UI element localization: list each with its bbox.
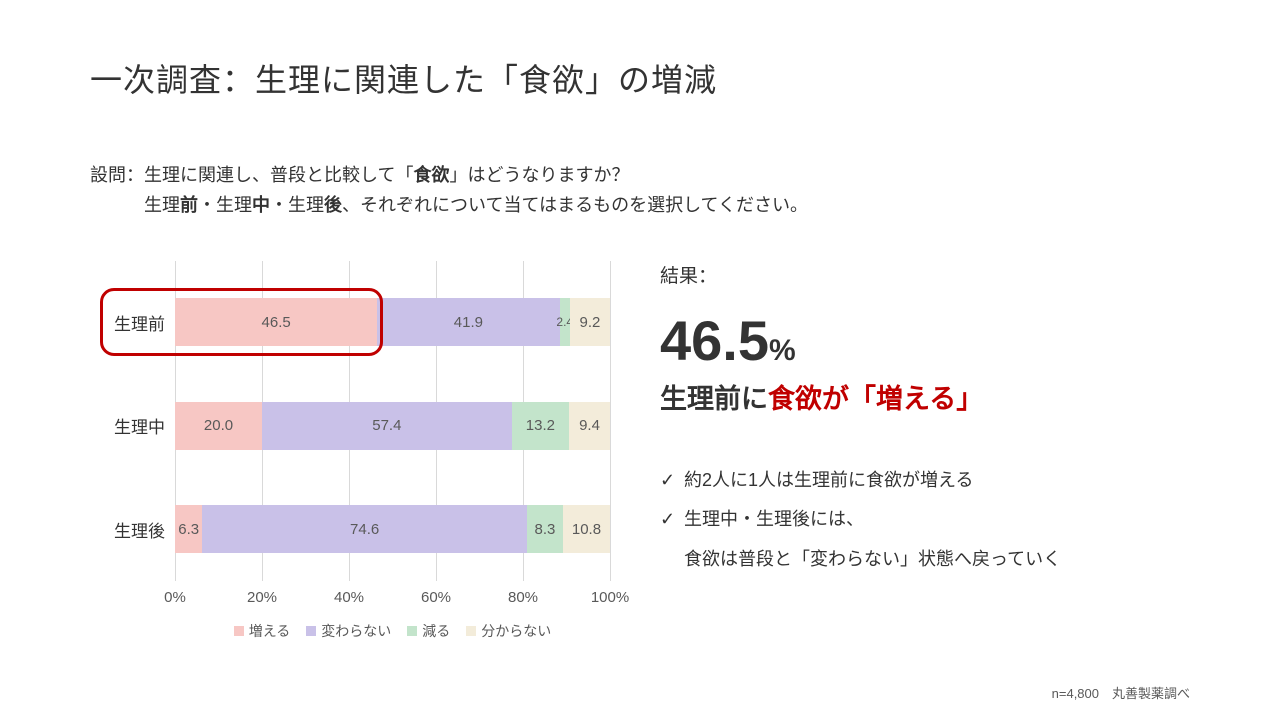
chart: 生理前46.541.92.49.2生理中20.057.413.29.4生理後6.… — [90, 261, 610, 641]
result-bullets: 約2人に1人は生理前に食欲が増える 生理中・生理後には、 — [660, 461, 1190, 540]
bar-segment: 46.5 — [175, 298, 377, 346]
bar-row: 生理後6.374.68.310.8 — [175, 505, 610, 553]
x-tick: 40% — [334, 589, 364, 606]
result-headline: 生理前に食欲が「増える」 — [660, 377, 1190, 416]
x-tick: 100% — [591, 589, 629, 606]
category-label: 生理後 — [90, 517, 165, 542]
q-b4: 後 — [324, 195, 342, 215]
big-number-value: 46.5 — [660, 309, 769, 372]
legend-swatch — [407, 626, 417, 636]
footer-note: n=4,800 丸善製薬調べ — [1052, 683, 1190, 702]
bullet-2: 生理中・生理後には、 — [660, 500, 1190, 540]
legend-item: 減る — [407, 621, 450, 641]
bar-segment: 10.8 — [563, 505, 610, 553]
q-mid2: ・生理 — [198, 195, 252, 215]
legend-label: 減る — [422, 621, 450, 641]
q-pre: 設問：生理に関連し、普段と比較して「 — [90, 165, 413, 185]
legend-swatch — [466, 626, 476, 636]
bar-segment: 57.4 — [262, 402, 512, 450]
legend-item: 分からない — [466, 621, 551, 641]
question-text: 設問：生理に関連し、普段と比較して「食欲」はどうなりますか？ 生理前・生理中・生… — [90, 129, 1190, 221]
bar-row: 生理前46.541.92.49.2 — [175, 298, 610, 346]
q-mid3: ・生理 — [270, 195, 324, 215]
bar-segment: 9.4 — [569, 402, 610, 450]
legend-label: 変わらない — [321, 621, 391, 641]
bar-segment: 41.9 — [377, 298, 559, 346]
bullet-1: 約2人に1人は生理前に食欲が増える — [660, 461, 1190, 501]
bar-segment: 13.2 — [512, 402, 569, 450]
bar-segment: 6.3 — [175, 505, 202, 553]
q-b3: 中 — [252, 195, 270, 215]
result-head: 結果： — [660, 261, 1190, 288]
legend-item: 変わらない — [306, 621, 391, 641]
big-number-pct: % — [769, 334, 796, 367]
result-panel: 結果： 46.5% 生理前に食欲が「増える」 約2人に1人は生理前に食欲が増える… — [660, 261, 1190, 641]
headline-pre: 生理前に — [660, 384, 768, 414]
bar-segment: 74.6 — [202, 505, 527, 553]
bar-segment: 8.3 — [527, 505, 563, 553]
legend-swatch — [306, 626, 316, 636]
q-b2: 前 — [180, 195, 198, 215]
legend-label: 増える — [249, 621, 291, 641]
category-label: 生理中 — [90, 413, 165, 438]
page-title: 一次調査：生理に関連した「食欲」の増減 — [90, 55, 1190, 101]
headline-red: 食欲が「増える」 — [768, 384, 983, 414]
bullet-2-sub: 食欲は普段と「変わらない」状態へ戻っていく — [660, 540, 1190, 580]
x-tick: 80% — [508, 589, 538, 606]
bar-segment: 2.4 — [560, 298, 570, 346]
bar-segment: 20.0 — [175, 402, 262, 450]
bar-row: 生理中20.057.413.29.4 — [175, 402, 610, 450]
x-tick: 60% — [421, 589, 451, 606]
q-b1: 食欲 — [413, 165, 449, 185]
x-tick: 0% — [164, 589, 186, 606]
legend-swatch — [234, 626, 244, 636]
legend-label: 分からない — [481, 621, 551, 641]
category-label: 生理前 — [90, 310, 165, 335]
q-post: 、それぞれについて当てはまるものを選択してください。 — [342, 195, 808, 215]
legend-item: 増える — [234, 621, 291, 641]
bar-segment: 9.2 — [570, 298, 610, 346]
result-big-number: 46.5% — [660, 313, 1190, 369]
x-tick: 20% — [247, 589, 277, 606]
